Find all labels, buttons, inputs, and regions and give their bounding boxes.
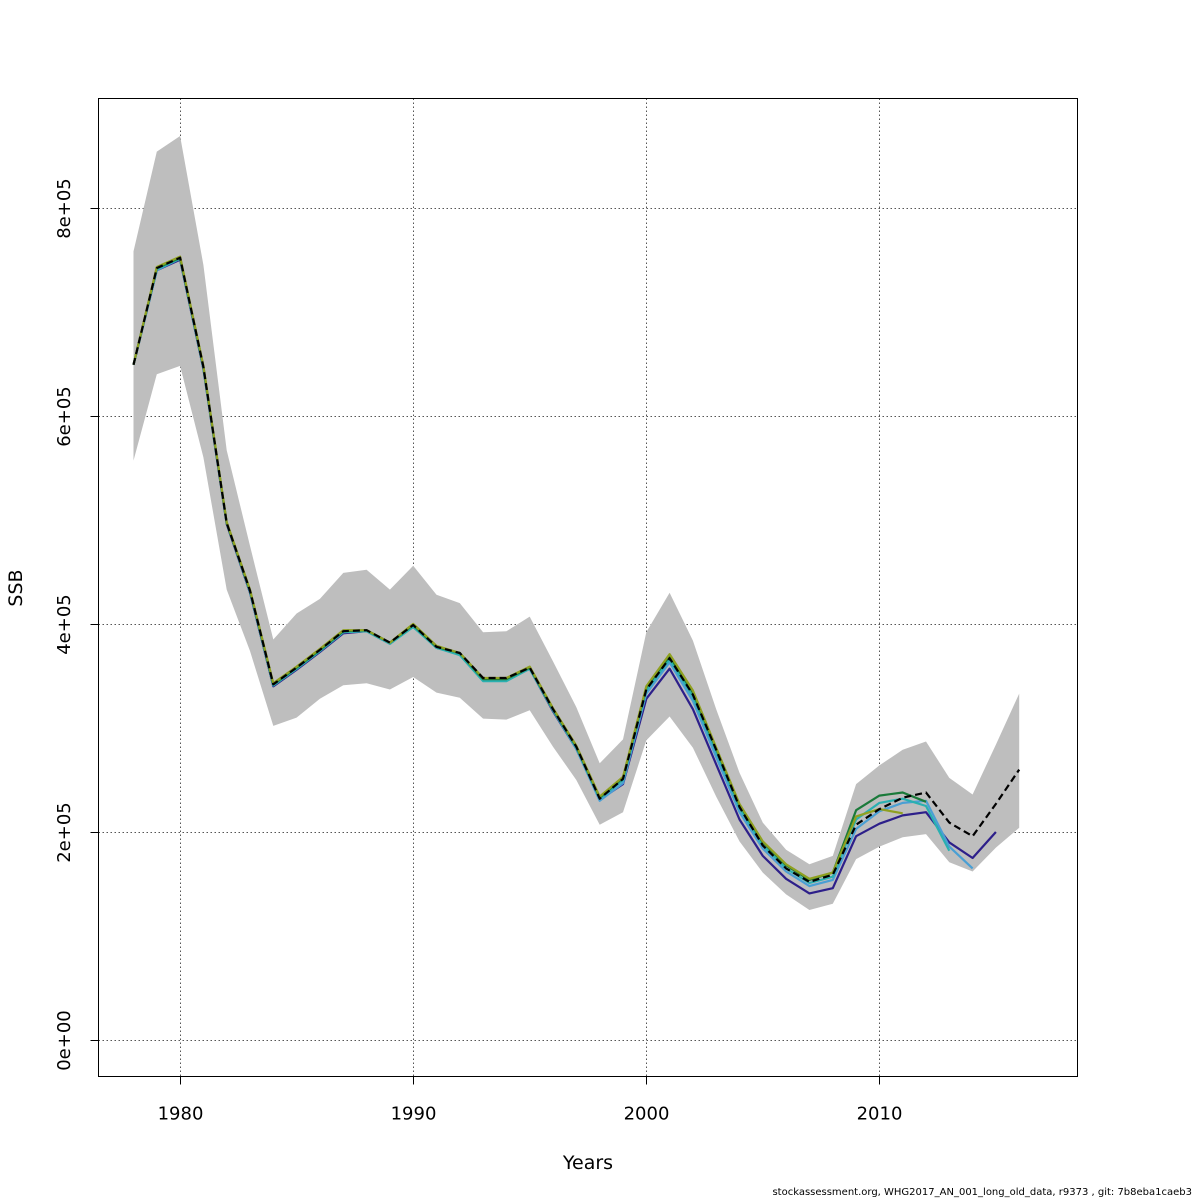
x-tick-label: 1980	[158, 1104, 204, 1125]
footer-credit: stockassessment.org, WHG2017_AN_001_long…	[772, 1187, 1192, 1198]
confidence-band	[133, 136, 1020, 910]
y-tick-label: 4e+05	[54, 594, 75, 655]
y-tick-label: 6e+05	[54, 386, 75, 447]
series-line	[132, 256, 1021, 884]
confidence-band-area	[133, 136, 1020, 910]
x-axis-title: Years	[562, 1152, 613, 1174]
axes: 1980 1990 2000 2010 0e+00 2e+05 4e+05 6e+05 8e+0…	[54, 178, 902, 1124]
x-tick-label: 1990	[391, 1104, 437, 1125]
y-tick-label: 2e+05	[54, 802, 75, 863]
x-tick-label: 2000	[624, 1104, 670, 1125]
y-axis-title: SSB	[5, 569, 27, 606]
series-line	[132, 257, 974, 888]
x-tick-label: 2010	[857, 1104, 903, 1125]
plot-frame	[98, 98, 1078, 1077]
series-lines	[132, 255, 1021, 895]
y-tick-label: 0e+00	[54, 1010, 75, 1071]
series-line	[132, 255, 903, 880]
y-tick-label: 8e+05	[54, 178, 75, 239]
